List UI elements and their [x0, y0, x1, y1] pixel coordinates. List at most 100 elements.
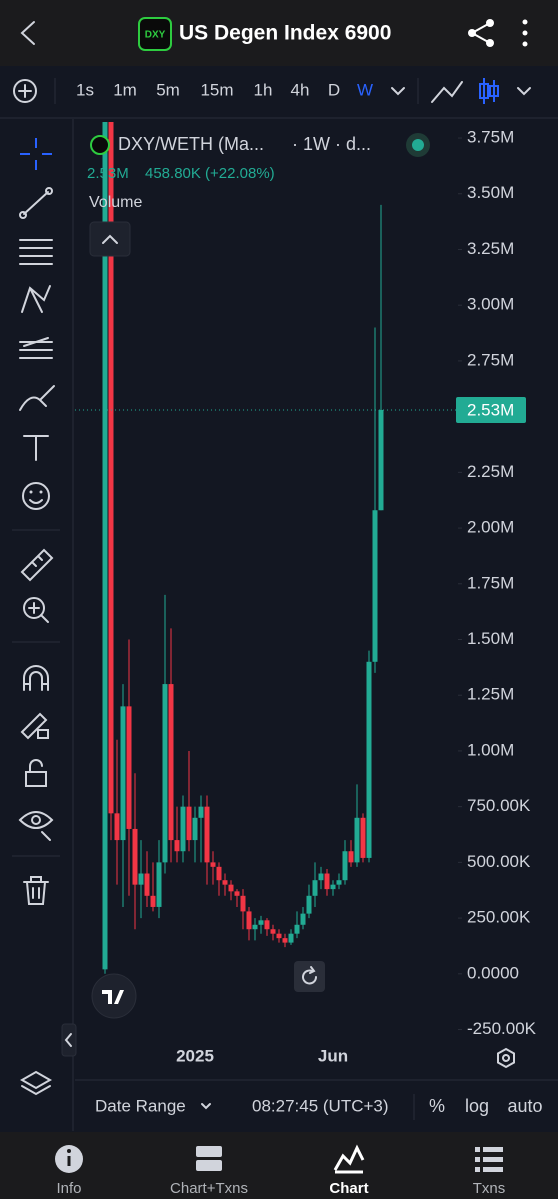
collapse-icon — [102, 234, 118, 244]
interval-button[interactable]: W — [357, 80, 373, 99]
reset-chart-button[interactable] — [294, 961, 325, 992]
candle-body — [258, 920, 264, 925]
settings-button[interactable] — [497, 1047, 515, 1069]
text-tool[interactable] — [23, 435, 49, 461]
interval-button[interactable]: 1s — [76, 80, 94, 99]
y-tick-label: 250.00K — [467, 908, 531, 927]
collapse-legend-button[interactable] — [89, 221, 131, 257]
candle-body — [162, 684, 168, 863]
legend-change: 458.80K (+22.08%) — [145, 165, 275, 182]
legend-price: 2.53M — [87, 165, 129, 182]
candle-body — [282, 938, 288, 943]
interval-button[interactable]: D — [328, 80, 340, 99]
share-button[interactable] — [468, 19, 494, 47]
candle-body — [366, 661, 372, 858]
tab[interactable]: Chart+Txns — [170, 1146, 248, 1197]
candle-body — [264, 920, 270, 930]
y-tick-label: 500.00K — [467, 852, 531, 871]
lock-drawing-tool[interactable] — [20, 712, 49, 740]
candle-body — [204, 806, 210, 863]
tab-label: Chart+Txns — [170, 1180, 248, 1197]
line-type-button[interactable] — [431, 81, 463, 103]
candle-body — [198, 806, 204, 818]
brush-tool[interactable] — [19, 385, 55, 411]
token-icon — [138, 17, 172, 51]
delete-tool[interactable] — [23, 876, 49, 905]
candle-body — [102, 122, 108, 970]
prediction-tool[interactable] — [19, 337, 53, 359]
candle-body — [186, 806, 192, 841]
candle-body — [240, 895, 246, 912]
tab-icon — [67, 1156, 71, 1166]
layers-button[interactable] — [19, 1070, 53, 1096]
scale-option[interactable]: auto — [507, 1096, 542, 1116]
tab-icon — [475, 1157, 480, 1162]
y-tick-label: 2.00M — [467, 518, 514, 537]
scale-option[interactable]: log — [465, 1096, 489, 1116]
magnet-tool[interactable] — [23, 665, 49, 691]
scale-option[interactable]: % — [429, 1096, 445, 1116]
interval-button[interactable]: 5m — [156, 80, 180, 99]
interval-button[interactable]: 15m — [200, 80, 233, 99]
candle-body — [138, 873, 144, 885]
candle-body — [324, 873, 330, 890]
y-tick-label: 1.00M — [467, 740, 514, 759]
interval-button[interactable]: 1m — [113, 80, 137, 99]
tab-label: Info — [56, 1180, 81, 1197]
candle-type-button[interactable] — [479, 78, 499, 104]
back-button[interactable] — [20, 21, 35, 45]
emoji-tool[interactable] — [22, 482, 50, 510]
interval-button[interactable]: 4h — [291, 80, 310, 99]
add-indicator[interactable] — [13, 79, 37, 103]
pattern-tool[interactable] — [21, 285, 51, 313]
candle-body — [174, 840, 180, 852]
visibility-tool[interactable] — [18, 811, 54, 841]
tradingview-logo[interactable] — [91, 973, 137, 1019]
legend-icon — [90, 135, 110, 155]
ruler-tool[interactable] — [20, 548, 54, 582]
tab-icon — [196, 1146, 222, 1157]
x-tick-label: 2025 — [176, 1046, 214, 1065]
candle-body — [318, 873, 324, 881]
candlestick-chart: 3.75M 3.50M 3.25M 3.00M 2.75M 2.25M 2.00M 1.75M… — [75, 122, 537, 1065]
date-range-dropdown — [201, 1103, 211, 1110]
legend-symbol: DXY/WETH (Ma... — [118, 134, 264, 154]
candle-body — [312, 880, 318, 896]
tab-label: Chart — [329, 1180, 368, 1197]
tab[interactable]: Txns — [473, 1147, 506, 1197]
crosshair-tool[interactable] — [20, 138, 52, 170]
y-tick-label: 3.25M — [467, 239, 514, 258]
tab-label: Txns — [473, 1180, 506, 1197]
interval-dropdown[interactable] — [391, 87, 405, 96]
more-button[interactable] — [522, 19, 528, 47]
last-price-label: 2.53M — [467, 400, 514, 419]
chart-type-dropdown[interactable] — [517, 87, 531, 96]
zoom-tool[interactable] — [23, 597, 49, 623]
unlock-tool[interactable] — [25, 759, 47, 787]
candle-body — [342, 851, 348, 881]
candle-body — [216, 866, 222, 881]
candle-body — [180, 806, 186, 852]
tab[interactable]: Chart — [329, 1144, 369, 1197]
tab-icon — [196, 1160, 222, 1171]
interval-button[interactable]: 1h — [254, 80, 273, 99]
sidebar-toggle[interactable] — [61, 1023, 77, 1057]
trendline-tool[interactable] — [19, 187, 53, 219]
candle-body — [114, 813, 120, 841]
legend-indicator: Volume — [89, 194, 142, 211]
last-price-tag — [456, 396, 526, 423]
fib-tool[interactable] — [19, 239, 53, 265]
candle-body — [132, 828, 138, 885]
candle-body — [306, 895, 312, 914]
candle-body — [348, 851, 354, 863]
tab[interactable]: Info — [55, 1145, 83, 1197]
candle-body — [150, 895, 156, 907]
candle-body — [234, 891, 240, 896]
tab-icon — [333, 1144, 365, 1174]
tool-sidebar — [0, 119, 72, 1131]
candle-body — [294, 924, 300, 934]
candle-body — [378, 409, 384, 511]
date-range-button[interactable]: Date Range — [95, 1096, 186, 1115]
